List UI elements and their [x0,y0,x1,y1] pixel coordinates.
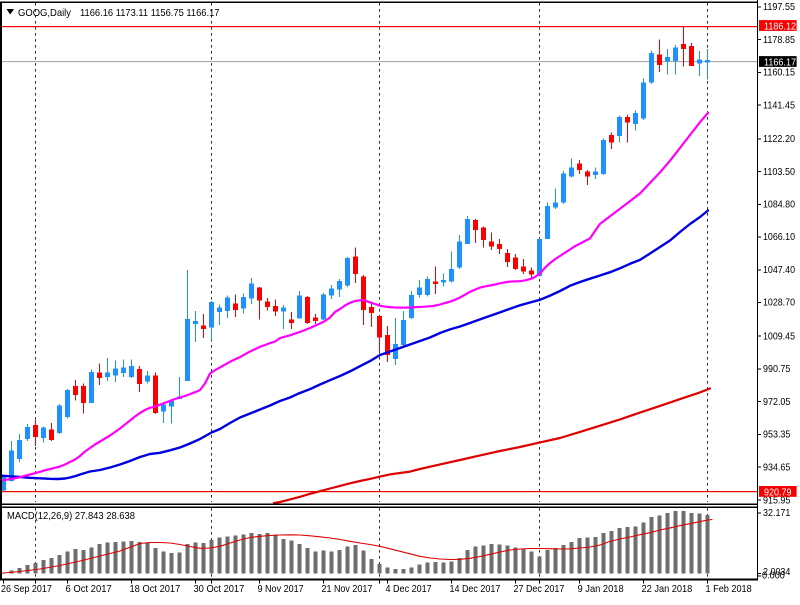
svg-text:30 Oct 2017: 30 Oct 2017 [194,583,245,595]
svg-text:1166.16 1173.11 1156.75 1166.1: 1166.16 1173.11 1156.75 1166.17 [80,7,220,19]
svg-text:953.35: 953.35 [763,429,791,441]
svg-text:MACD(12,26,9) 27.843 28.638: MACD(12,26,9) 27.843 28.638 [7,510,135,522]
svg-text:934.65: 934.65 [763,461,791,473]
svg-text:990.75: 990.75 [763,363,791,375]
svg-text:1160.15: 1160.15 [763,67,795,79]
svg-text:4 Dec 2017: 4 Dec 2017 [386,583,432,595]
svg-text:0.000: 0.000 [762,569,785,581]
svg-text:6 Oct 2017: 6 Oct 2017 [66,583,112,595]
svg-text:1197.55: 1197.55 [763,1,795,13]
svg-text:1186.12: 1186.12 [764,21,796,33]
svg-text:GOOG,Daily: GOOG,Daily [18,7,72,19]
svg-text:915.95: 915.95 [763,494,791,506]
svg-text:1084.80: 1084.80 [763,199,795,211]
svg-text:1047.40: 1047.40 [763,264,795,276]
svg-text:1166.17: 1166.17 [764,57,796,69]
svg-text:22 Jan 2018: 22 Jan 2018 [642,583,693,595]
svg-text:972.05: 972.05 [763,396,791,408]
svg-text:21 Nov 2017: 21 Nov 2017 [322,583,373,595]
svg-text:32.171: 32.171 [763,507,791,519]
svg-text:920.79: 920.79 [764,487,792,499]
svg-text:9 Nov 2017: 9 Nov 2017 [258,583,304,595]
svg-text:9 Jan 2018: 9 Jan 2018 [578,583,624,595]
svg-text:1028.70: 1028.70 [763,297,795,309]
svg-text:26 Sep 2017: 26 Sep 2017 [1,583,52,595]
svg-text:27 Dec 2017: 27 Dec 2017 [514,583,565,595]
svg-text:1178.85: 1178.85 [763,34,795,46]
svg-text:1103.50: 1103.50 [763,166,795,178]
svg-text:1122.20: 1122.20 [763,133,795,145]
svg-text:14 Dec 2017: 14 Dec 2017 [450,583,501,595]
svg-text:1 Feb 2018: 1 Feb 2018 [706,583,752,595]
svg-text:1066.10: 1066.10 [763,231,795,243]
svg-text:1141.45: 1141.45 [763,99,795,111]
svg-text:18 Oct 2017: 18 Oct 2017 [130,583,181,595]
svg-text:2.0034: 2.0034 [763,566,791,578]
svg-text:1009.45: 1009.45 [763,330,795,342]
